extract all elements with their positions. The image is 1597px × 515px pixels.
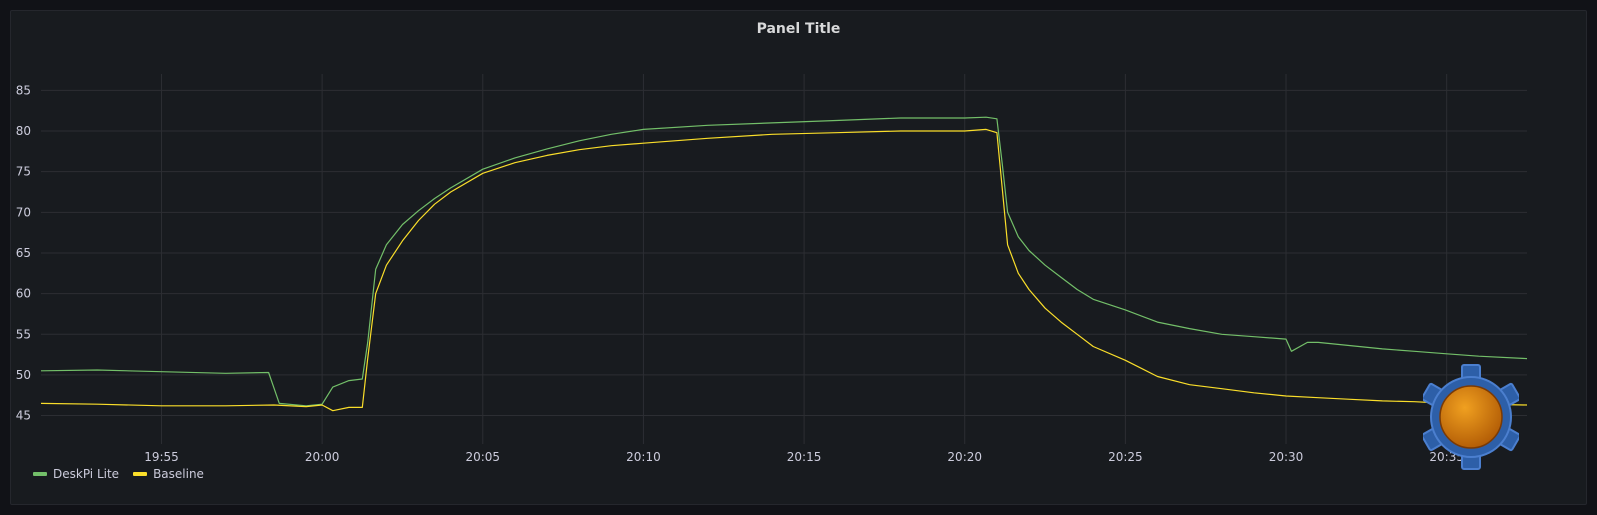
gear-icon	[1423, 364, 1519, 470]
x-tick-label: 20:05	[465, 450, 500, 464]
line-chart: 45 50 55 60 65 70 75 80 85 19:55 20:00 20:05 20:10 20…	[16, 74, 1528, 464]
legend-label: DeskPi Lite	[53, 467, 120, 481]
legend-item[interactable]: Baseline	[133, 467, 204, 481]
legend-item[interactable]: DeskPi Lite	[33, 467, 119, 481]
x-tick-label: 20:10	[626, 450, 661, 464]
y-tick-label: 85	[16, 83, 31, 97]
x-tick-label: 20:00	[305, 450, 340, 464]
x-tick-label: 20:30	[1269, 450, 1304, 464]
x-tick-label: 20:15	[787, 450, 822, 464]
y-tick-label: 80	[16, 124, 31, 138]
chart-legend: DeskPi Lite Baseline	[33, 467, 204, 481]
y-tick-label: 60	[16, 287, 31, 301]
x-tick-label: 20:25	[1108, 450, 1143, 464]
chart-panel: Panel Title 45 50 55 60 65 70 75 80 85 19:55 20:00…	[10, 10, 1587, 505]
y-tick-label: 70	[16, 205, 31, 219]
series-line-baseline	[40, 128, 1528, 412]
legend-label: Baseline	[153, 467, 204, 481]
x-tick-label: 20:20	[947, 450, 982, 464]
y-tick-label: 50	[16, 368, 31, 382]
y-tick-label: 45	[16, 409, 31, 423]
legend-swatch	[133, 472, 148, 476]
x-tick-label: 19:55	[144, 450, 179, 464]
y-tick-label: 65	[16, 246, 31, 260]
legend-swatch	[33, 472, 47, 476]
series-line-deskpi-lite	[40, 116, 1528, 407]
panel-title[interactable]: Panel Title	[756, 21, 841, 37]
y-tick-label: 55	[16, 327, 31, 341]
y-tick-label: 75	[16, 165, 31, 179]
